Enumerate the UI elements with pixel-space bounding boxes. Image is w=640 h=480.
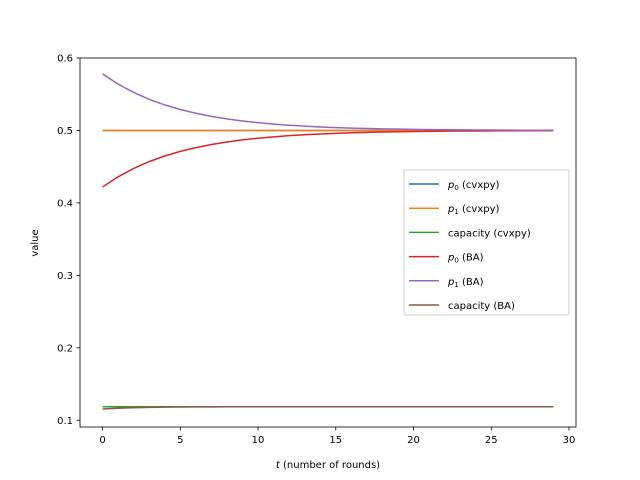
legend-label-cap_cvxpy: capacity (cvxpy) [448, 228, 531, 239]
plot-area [102, 73, 554, 410]
y-tick-label: 0.6 [57, 54, 73, 65]
legend-label-cap_ba: capacity (BA) [448, 301, 515, 312]
x-axis-label: t (number of rounds) [276, 460, 380, 471]
x-tick-label: 20 [407, 435, 420, 446]
series-line-p0_ba [102, 129, 554, 188]
y-tick-label: 0.2 [57, 343, 73, 354]
legend-label-p1_ba: p1 (BA) [447, 277, 484, 289]
y-tick-label: 0.4 [57, 198, 73, 209]
axes-frame [79, 57, 577, 428]
x-tick-label: 10 [252, 435, 265, 446]
x-tick-label: 15 [329, 435, 342, 446]
series-line-cap_ba [102, 405, 554, 410]
series-line-p1_ba [102, 73, 554, 132]
x-tick-label: 30 [563, 435, 576, 446]
y-axis-label: value [30, 229, 41, 256]
legend-label-p1_cvxpy: p1 (cvxpy) [447, 204, 500, 216]
legend-box [403, 169, 570, 316]
x-tick-label: 25 [485, 435, 498, 446]
y-tick-label: 0.1 [57, 416, 73, 427]
legend: p0 (cvxpy) p1 (cvxpy) capacity (cvxpy) p0 (… [403, 169, 570, 316]
legend-label-p0_cvxpy: p0 (cvxpy) [447, 180, 500, 192]
y-tick-label: 0.3 [57, 271, 73, 282]
legend-label-p0_ba: p0 (BA) [447, 253, 484, 265]
y-tick-label: 0.5 [57, 126, 73, 137]
x-tick-label: 5 [177, 435, 183, 446]
axes: 0 5 10 15 20 25 30 0.1 0.2 0.3 0.4 0.5 0.6 [57, 54, 577, 446]
x-tick-label: 0 [99, 435, 105, 446]
